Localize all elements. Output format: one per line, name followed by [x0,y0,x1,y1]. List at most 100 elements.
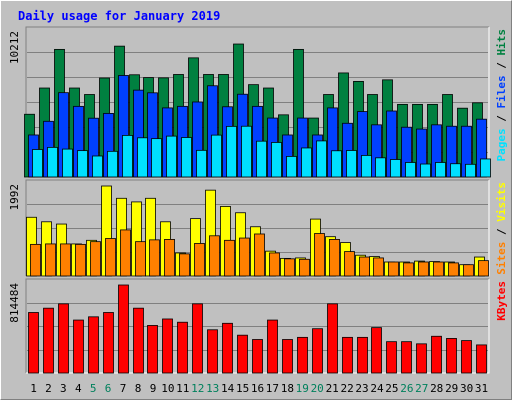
plot-bevel-dark [25,179,489,276]
x-tick-label: 31 [475,382,488,395]
bar-sites-day-4 [75,243,86,277]
bar-sites-day-27 [418,261,429,277]
x-tick-label: 27 [415,382,428,395]
bar-kbytes-day-25 [386,341,397,374]
bar-pages-day-6 [107,150,118,178]
bar-kbytes-day-26 [401,341,412,374]
x-tick-label: 26 [400,382,413,395]
bar-pages-day-2 [47,146,58,178]
x-tick-label: 25 [385,382,398,395]
x-tick-label: 10 [161,382,174,395]
bar-pages-day-7 [122,135,133,178]
bar-kbytes-day-30 [461,340,472,374]
x-tick-label: 30 [460,382,473,395]
legend-kbytes: KBytes [495,281,508,321]
x-tick-label: 6 [105,382,112,395]
bar-kbytes-day-23 [357,336,368,374]
x-tick-label: 5 [90,382,97,395]
bar-sites-day-10 [164,239,175,277]
x-tick-label: 22 [340,382,353,395]
bar-pages-day-1 [32,149,43,178]
bar-sites-day-2 [45,243,56,277]
x-tick-label: 16 [251,382,264,395]
bar-pages-day-30 [465,163,476,178]
bar-sites-day-8 [135,241,146,277]
legend-panel-1: Pages / Files / Hits [495,29,508,162]
bar-kbytes-day-7 [118,284,129,374]
bar-kbytes-day-12 [192,303,203,374]
bar-sites-day-26 [403,262,414,277]
legend-sites: Sites [495,242,508,275]
bar-pages-day-29 [450,163,461,178]
bar-sites-day-23 [359,256,370,277]
bar-pages-day-8 [137,137,148,178]
legend-divider: / [495,222,508,242]
bar-kbytes-day-14 [222,322,233,374]
bar-pages-day-19 [301,147,312,178]
bar-pages-day-16 [256,140,267,178]
bar-kbytes-day-10 [162,318,173,374]
bar-kbytes-day-24 [371,327,382,374]
bar-kbytes-day-29 [446,338,457,374]
bar-kbytes-day-31 [476,344,487,374]
bar-kbytes-day-17 [267,319,278,374]
y-max-label: 814484 [8,283,21,323]
bar-pages-day-28 [435,162,446,178]
bar-kbytes-day-4 [73,319,84,374]
bar-sites-day-1 [30,243,41,277]
legend-divider: / [495,56,508,76]
x-tick-label: 24 [370,382,384,395]
bar-sites-day-29 [448,262,459,277]
bar-pages-day-3 [62,148,73,178]
bar-kbytes-day-2 [43,307,54,374]
panel-3 [25,278,490,374]
x-tick-label: 11 [176,382,189,395]
x-tick-label: 21 [326,382,339,395]
x-tick-label: 17 [266,382,279,395]
bar-kbytes-day-5 [88,316,99,374]
bar-pages-day-4 [77,150,88,178]
bar-pages-day-17 [271,142,282,178]
bar-pages-day-12 [196,149,207,178]
bar-sites-day-24 [373,257,384,277]
bar-pages-day-27 [420,163,431,178]
bar-kbytes-day-28 [431,335,442,374]
bar-sites-day-22 [344,251,355,277]
bar-pages-day-9 [151,138,162,178]
bar-kbytes-day-3 [58,303,69,374]
bar-sites-day-25 [388,261,399,277]
bar-kbytes-day-19 [297,336,308,374]
bar-kbytes-day-18 [282,339,293,374]
bar-sites-day-6 [105,238,116,277]
x-tick-label: 28 [430,382,443,395]
x-tick-label: 9 [150,382,157,395]
bar-pages-day-26 [405,162,416,178]
bar-pages-day-10 [166,135,177,178]
x-tick-label: 19 [296,382,309,395]
legend-panel-3: KBytes [495,281,508,321]
bar-pages-day-25 [390,159,401,178]
panel-2 [25,179,490,277]
bar-pages-day-11 [181,137,192,178]
bar-pages-day-31 [480,158,491,178]
bar-kbytes-day-20 [312,328,323,374]
x-tick-label: 1 [30,382,37,395]
bar-sites-day-31 [478,260,489,277]
bar-pages-day-14 [226,125,237,178]
bar-sites-day-17 [269,252,280,277]
x-tick-label: 4 [75,382,82,395]
bar-sites-day-20 [314,233,325,277]
x-tick-label: 20 [311,382,324,395]
panel-1 [24,26,491,178]
bar-sites-day-19 [299,258,310,277]
bar-kbytes-day-27 [416,343,427,374]
y-max-label: 1992 [8,184,21,211]
bar-sites-day-16 [254,233,265,277]
bar-pages-day-18 [286,156,297,178]
x-tick-label: 2 [45,382,52,395]
bar-sites-day-15 [239,237,250,277]
bar-kbytes-day-1 [28,312,39,374]
bar-kbytes-day-11 [177,321,188,374]
legend-visits: Visits [495,182,508,222]
bar-sites-day-5 [90,241,101,277]
